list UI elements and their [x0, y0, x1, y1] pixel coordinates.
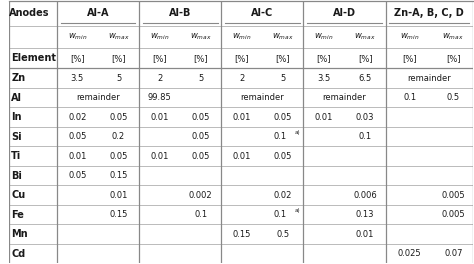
Text: Anodes: Anodes [9, 8, 50, 18]
Text: [%]: [%] [446, 54, 461, 63]
Text: 0.05: 0.05 [68, 171, 87, 180]
Text: 0.05: 0.05 [109, 152, 128, 161]
Text: 0.05: 0.05 [274, 113, 292, 122]
Text: [%]: [%] [235, 54, 249, 63]
Text: 0.01: 0.01 [233, 152, 251, 161]
Text: remainder: remainder [408, 74, 451, 83]
Text: [%]: [%] [402, 54, 417, 63]
Text: 3.5: 3.5 [71, 74, 84, 83]
Text: 5: 5 [116, 74, 121, 83]
Text: 0.05: 0.05 [274, 152, 292, 161]
Text: 0.002: 0.002 [189, 191, 212, 200]
Text: $w_\mathregular{min}$: $w_\mathregular{min}$ [400, 32, 419, 42]
Text: $w_\mathregular{max}$: $w_\mathregular{max}$ [108, 32, 129, 42]
Text: 0.01: 0.01 [68, 152, 87, 161]
Text: Cd: Cd [11, 249, 26, 258]
Text: 0.01: 0.01 [356, 230, 374, 239]
Text: 0.05: 0.05 [68, 132, 87, 141]
Text: Zn-A, B, C, D: Zn-A, B, C, D [394, 8, 464, 18]
Text: 0.01: 0.01 [109, 191, 128, 200]
Text: 0.05: 0.05 [191, 152, 210, 161]
Text: 0.006: 0.006 [353, 191, 377, 200]
Text: [%]: [%] [317, 54, 331, 63]
Text: 5: 5 [198, 74, 203, 83]
Text: Al-C: Al-C [251, 8, 273, 18]
Text: [%]: [%] [70, 54, 85, 63]
Text: $w_\mathregular{min}$: $w_\mathregular{min}$ [150, 32, 169, 42]
Text: 6.5: 6.5 [358, 74, 372, 83]
Text: a): a) [295, 130, 301, 135]
Text: Fe: Fe [11, 210, 24, 220]
Text: 0.005: 0.005 [441, 191, 465, 200]
Text: $w_\mathregular{min}$: $w_\mathregular{min}$ [68, 32, 87, 42]
Text: 0.1: 0.1 [194, 210, 207, 219]
Text: 0.01: 0.01 [150, 113, 169, 122]
Text: 99.85: 99.85 [148, 93, 172, 102]
Text: [%]: [%] [275, 54, 290, 63]
Text: Bi: Bi [11, 171, 22, 181]
Text: Si: Si [11, 132, 22, 142]
Text: 5: 5 [280, 74, 285, 83]
Text: 0.15: 0.15 [109, 210, 128, 219]
Text: 0.05: 0.05 [191, 132, 210, 141]
Text: Cu: Cu [11, 190, 26, 200]
Text: 0.01: 0.01 [150, 152, 169, 161]
Text: 0.03: 0.03 [356, 113, 374, 122]
Text: 0.01: 0.01 [233, 113, 251, 122]
Text: $w_\mathregular{max}$: $w_\mathregular{max}$ [354, 32, 376, 42]
Text: a): a) [295, 208, 301, 213]
Text: 0.1: 0.1 [403, 93, 416, 102]
Text: remainder: remainder [240, 93, 284, 102]
Text: 0.005: 0.005 [441, 210, 465, 219]
Text: 0.05: 0.05 [191, 113, 210, 122]
Text: Ti: Ti [11, 151, 21, 161]
Text: 0.07: 0.07 [444, 249, 463, 258]
Text: $w_\mathregular{min}$: $w_\mathregular{min}$ [232, 32, 252, 42]
Text: 0.15: 0.15 [109, 171, 128, 180]
Text: 0.2: 0.2 [112, 132, 125, 141]
Text: [%]: [%] [111, 54, 126, 63]
Text: remainder: remainder [323, 93, 366, 102]
Text: 0.02: 0.02 [274, 191, 292, 200]
Text: 0.5: 0.5 [447, 93, 460, 102]
Text: In: In [11, 112, 22, 122]
Text: 2: 2 [239, 74, 245, 83]
Text: $w_\mathregular{max}$: $w_\mathregular{max}$ [190, 32, 211, 42]
Text: [%]: [%] [193, 54, 208, 63]
Text: Mn: Mn [11, 229, 28, 239]
Text: [%]: [%] [152, 54, 167, 63]
Text: 0.13: 0.13 [356, 210, 374, 219]
Text: 0.02: 0.02 [68, 113, 87, 122]
Text: 2: 2 [157, 74, 162, 83]
Text: 0.1: 0.1 [273, 210, 287, 219]
Text: 0.05: 0.05 [109, 113, 128, 122]
Text: $w_\mathregular{min}$: $w_\mathregular{min}$ [314, 32, 334, 42]
Text: Al-D: Al-D [333, 8, 356, 18]
Text: $w_\mathregular{max}$: $w_\mathregular{max}$ [442, 32, 464, 42]
Text: 0.025: 0.025 [398, 249, 421, 258]
Text: $w_\mathregular{max}$: $w_\mathregular{max}$ [272, 32, 294, 42]
Text: 3.5: 3.5 [318, 74, 331, 83]
Text: Al-A: Al-A [87, 8, 109, 18]
Text: 0.1: 0.1 [359, 132, 372, 141]
Text: 0.15: 0.15 [233, 230, 251, 239]
Text: 0.5: 0.5 [276, 230, 290, 239]
Text: remainder: remainder [76, 93, 120, 102]
Text: Al: Al [11, 93, 22, 103]
Text: Al-B: Al-B [169, 8, 191, 18]
Text: 0.1: 0.1 [273, 132, 287, 141]
Text: [%]: [%] [358, 54, 373, 63]
Text: 0.01: 0.01 [315, 113, 333, 122]
Text: Element: Element [11, 53, 56, 63]
Text: Zn: Zn [11, 73, 26, 83]
